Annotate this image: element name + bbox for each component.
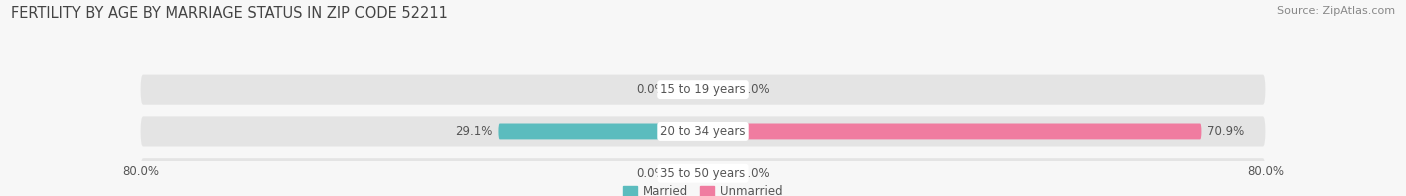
Text: 0.0%: 0.0% [636,167,666,180]
FancyBboxPatch shape [703,82,734,98]
FancyBboxPatch shape [141,75,1265,105]
Text: 35 to 50 years: 35 to 50 years [661,167,745,180]
Text: 0.0%: 0.0% [741,83,770,96]
Legend: Married, Unmarried: Married, Unmarried [619,180,787,196]
FancyBboxPatch shape [499,123,703,139]
Text: 0.0%: 0.0% [741,167,770,180]
FancyBboxPatch shape [672,82,703,98]
Text: 20 to 34 years: 20 to 34 years [661,125,745,138]
FancyBboxPatch shape [672,165,703,181]
Text: 0.0%: 0.0% [636,83,666,96]
FancyBboxPatch shape [703,165,734,181]
Text: Source: ZipAtlas.com: Source: ZipAtlas.com [1277,6,1395,16]
FancyBboxPatch shape [141,158,1265,188]
Text: 15 to 19 years: 15 to 19 years [661,83,745,96]
Text: FERTILITY BY AGE BY MARRIAGE STATUS IN ZIP CODE 52211: FERTILITY BY AGE BY MARRIAGE STATUS IN Z… [11,6,449,21]
FancyBboxPatch shape [141,116,1265,146]
FancyBboxPatch shape [703,123,1202,139]
Text: 29.1%: 29.1% [456,125,494,138]
Text: 70.9%: 70.9% [1206,125,1244,138]
